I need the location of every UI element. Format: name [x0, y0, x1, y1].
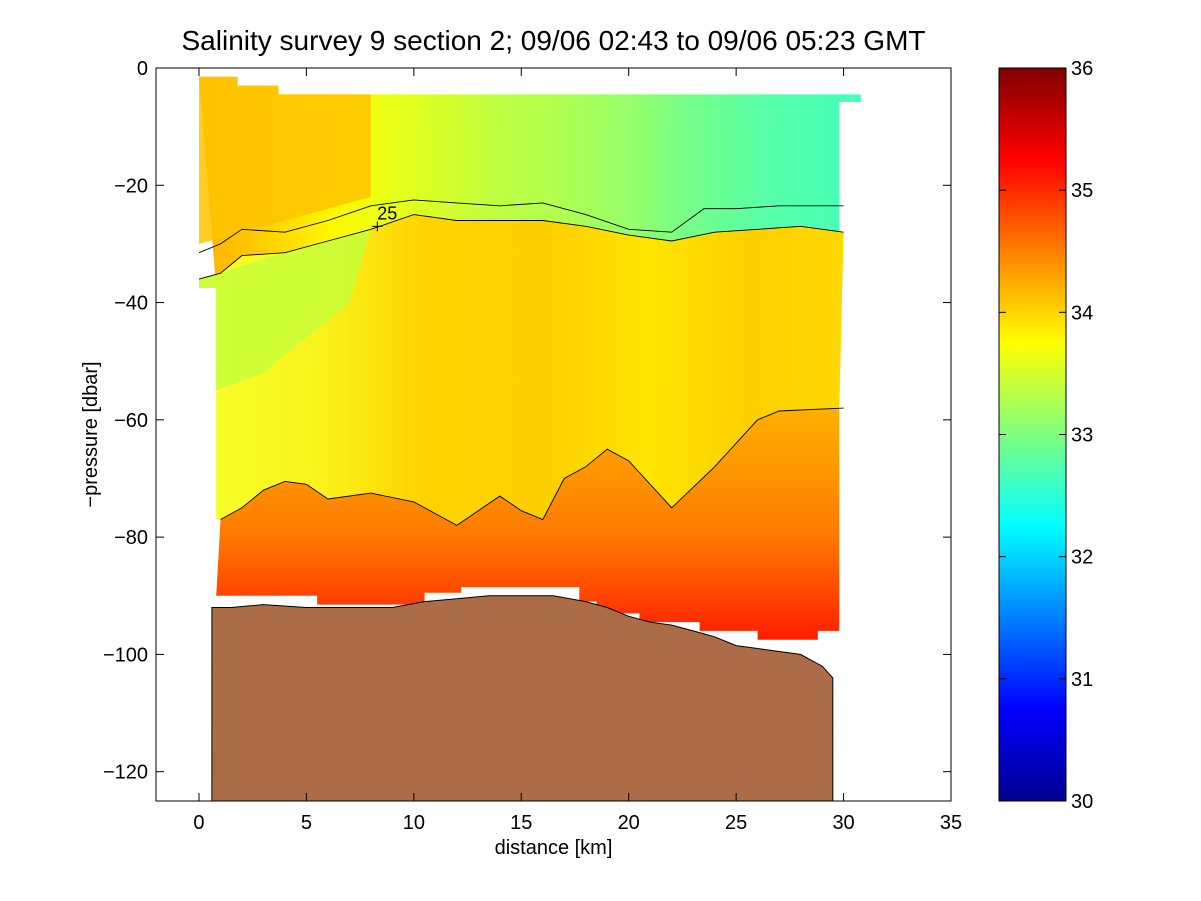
colorbar-tick-label: 31: [1071, 669, 1093, 691]
contour-label: 25: [377, 203, 397, 223]
y-axis-label: −pressure [dbar]: [80, 361, 102, 507]
x-tick-label: 10: [403, 812, 425, 834]
y-axis-ticks: 0 −20 −40 −60 −80 −100 −120: [103, 58, 951, 784]
chart-title: Salinity survey 9 section 2; 09/06 02:43…: [182, 25, 926, 56]
colorbar-tick-label: 36: [1071, 58, 1093, 80]
y-tick-label: −40: [114, 293, 148, 315]
colorbar-gradient: [998, 67, 1067, 802]
salinity-isolines: 25: [198, 199, 844, 526]
y-tick-label: −120: [103, 762, 148, 784]
colorbar: 30 31 32 33 34 35 36: [998, 58, 1093, 813]
isoline-deep: [220, 407, 844, 526]
plot-area: 25: [198, 76, 861, 801]
y-tick-label: −80: [114, 527, 148, 549]
colorbar-tick-label: 30: [1071, 791, 1093, 813]
colorbar-ticks: 30 31 32 33 34 35 36: [999, 58, 1093, 813]
x-tick-label: 5: [301, 812, 312, 834]
contour-label-marker: [372, 221, 383, 232]
x-tick-label: 0: [193, 812, 204, 834]
green-left-wedge: [198, 229, 371, 391]
y-tick-label: −60: [114, 410, 148, 432]
warm-coastal-cap: [198, 76, 371, 244]
y-tick-label: −100: [103, 644, 148, 666]
x-tick-label: 35: [940, 812, 962, 834]
plot-frame: [155, 67, 952, 802]
salinity-field: [198, 76, 861, 640]
isoline-lower: [198, 214, 844, 280]
x-axis-label: distance [km]: [495, 837, 613, 859]
colorbar-tick-label: 35: [1071, 180, 1093, 202]
y-tick-label: 0: [137, 58, 148, 80]
x-tick-label: 30: [832, 812, 854, 834]
deep-layer: [216, 408, 844, 640]
colorbar-tick-label: 33: [1071, 425, 1093, 447]
mid-layer: [198, 214, 844, 526]
x-tick-label: 25: [725, 812, 747, 834]
y-tick-label: −20: [114, 175, 148, 197]
colorbar-tick-label: 32: [1071, 547, 1093, 569]
seabed-profile: [211, 595, 834, 801]
isoline-upper: [198, 199, 844, 254]
colorbar-tick-label: 34: [1071, 302, 1093, 324]
x-tick-label: 15: [510, 812, 532, 834]
x-axis-ticks: 0 5 10 15 20 25 30 35: [193, 68, 962, 834]
x-tick-label: 20: [618, 812, 640, 834]
